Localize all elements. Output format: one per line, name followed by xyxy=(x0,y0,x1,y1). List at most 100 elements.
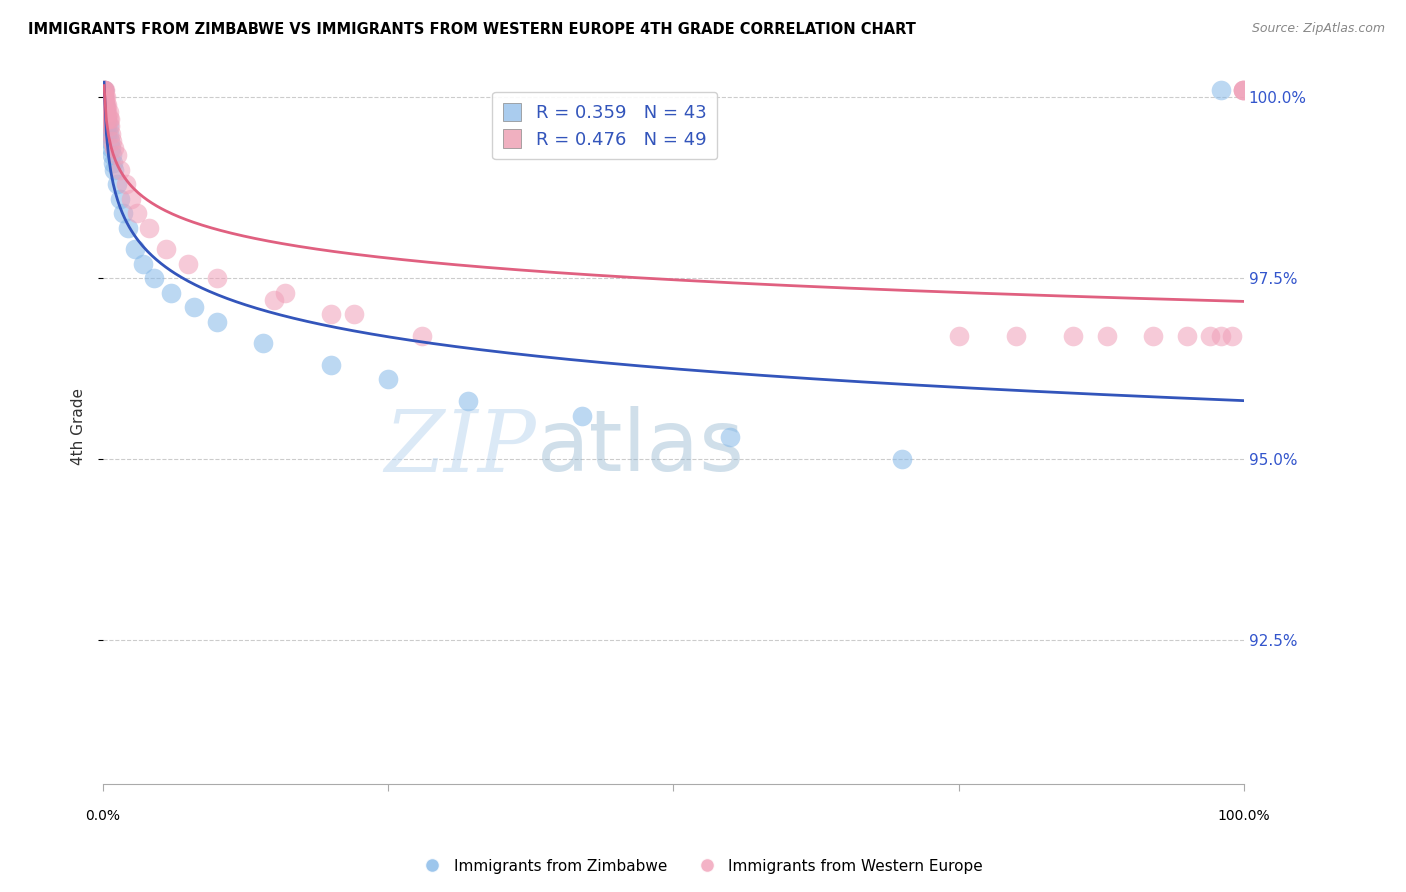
Point xyxy=(1004,329,1026,343)
Point xyxy=(114,178,136,192)
Point xyxy=(377,372,399,386)
Point xyxy=(1175,329,1198,343)
Point xyxy=(96,97,118,112)
Point xyxy=(93,83,115,97)
Point xyxy=(132,257,155,271)
Point xyxy=(93,104,115,119)
Point xyxy=(94,97,117,112)
Point xyxy=(124,243,146,257)
Point xyxy=(101,155,124,169)
Point xyxy=(96,112,118,127)
Point xyxy=(93,90,115,104)
Point xyxy=(97,120,120,134)
Point xyxy=(1062,329,1084,343)
Point xyxy=(177,257,200,271)
Point xyxy=(93,97,115,112)
Point xyxy=(108,162,131,177)
Point xyxy=(98,112,121,127)
Point xyxy=(97,104,120,119)
Point xyxy=(155,243,177,257)
Point xyxy=(343,307,366,321)
Point xyxy=(103,162,125,177)
Point xyxy=(94,112,117,127)
Point xyxy=(96,112,118,127)
Point xyxy=(948,329,970,343)
Point xyxy=(571,409,593,423)
Point xyxy=(890,452,912,467)
Point xyxy=(93,90,115,104)
Text: 0.0%: 0.0% xyxy=(86,809,121,823)
Point xyxy=(94,104,117,119)
Point xyxy=(96,112,118,127)
Point xyxy=(93,83,115,97)
Point xyxy=(96,112,118,127)
Point xyxy=(98,120,121,134)
Point xyxy=(1198,329,1220,343)
Point xyxy=(718,430,741,444)
Point xyxy=(108,192,131,206)
Legend: Immigrants from Zimbabwe, Immigrants from Western Europe: Immigrants from Zimbabwe, Immigrants fro… xyxy=(418,853,988,880)
Point xyxy=(1232,83,1254,97)
Point xyxy=(1222,329,1244,343)
Point xyxy=(96,97,118,112)
Point xyxy=(120,192,142,206)
Point xyxy=(274,285,297,300)
Point xyxy=(205,271,228,285)
Point xyxy=(1209,329,1232,343)
Point xyxy=(96,120,118,134)
Point xyxy=(319,307,342,321)
Point xyxy=(96,120,118,134)
Text: ZIP: ZIP xyxy=(385,407,537,490)
Point xyxy=(105,178,128,192)
Point xyxy=(1142,329,1164,343)
Point xyxy=(94,83,117,97)
Point xyxy=(94,90,117,104)
Point xyxy=(117,220,139,235)
Point xyxy=(160,285,183,300)
Point xyxy=(103,141,125,155)
Text: Source: ZipAtlas.com: Source: ZipAtlas.com xyxy=(1251,22,1385,36)
Point xyxy=(100,141,122,155)
Point xyxy=(143,271,166,285)
Point xyxy=(457,394,479,409)
Point xyxy=(93,83,115,97)
Point xyxy=(93,83,115,97)
Point xyxy=(1095,329,1118,343)
Point xyxy=(205,315,228,329)
Point xyxy=(96,127,118,141)
Point xyxy=(96,90,118,104)
Point xyxy=(96,104,118,119)
Point xyxy=(96,104,118,119)
Point xyxy=(112,206,135,220)
Point xyxy=(127,206,149,220)
Point xyxy=(97,112,120,127)
Point xyxy=(93,90,115,104)
Point xyxy=(252,336,274,351)
Point xyxy=(100,127,122,141)
Point xyxy=(94,97,117,112)
Legend: R = 0.359   N = 43, R = 0.476   N = 49: R = 0.359 N = 43, R = 0.476 N = 49 xyxy=(492,92,717,160)
Point xyxy=(96,104,118,119)
Point xyxy=(101,148,124,162)
Point xyxy=(411,329,433,343)
Point xyxy=(94,97,117,112)
Point xyxy=(1232,83,1254,97)
Point xyxy=(1209,83,1232,97)
Point xyxy=(183,300,205,314)
Point xyxy=(98,134,121,148)
Text: 100.0%: 100.0% xyxy=(1218,809,1270,823)
Point xyxy=(1232,83,1254,97)
Point xyxy=(105,148,128,162)
Point xyxy=(101,134,124,148)
Point xyxy=(93,83,115,97)
Point xyxy=(138,220,160,235)
Point xyxy=(94,97,117,112)
Point xyxy=(93,83,115,97)
Point xyxy=(93,97,115,112)
Point xyxy=(319,358,342,372)
Text: atlas: atlas xyxy=(537,407,744,490)
Text: IMMIGRANTS FROM ZIMBABWE VS IMMIGRANTS FROM WESTERN EUROPE 4TH GRADE CORRELATION: IMMIGRANTS FROM ZIMBABWE VS IMMIGRANTS F… xyxy=(28,22,915,37)
Point xyxy=(97,127,120,141)
Y-axis label: 4th Grade: 4th Grade xyxy=(72,388,86,465)
Point xyxy=(93,90,115,104)
